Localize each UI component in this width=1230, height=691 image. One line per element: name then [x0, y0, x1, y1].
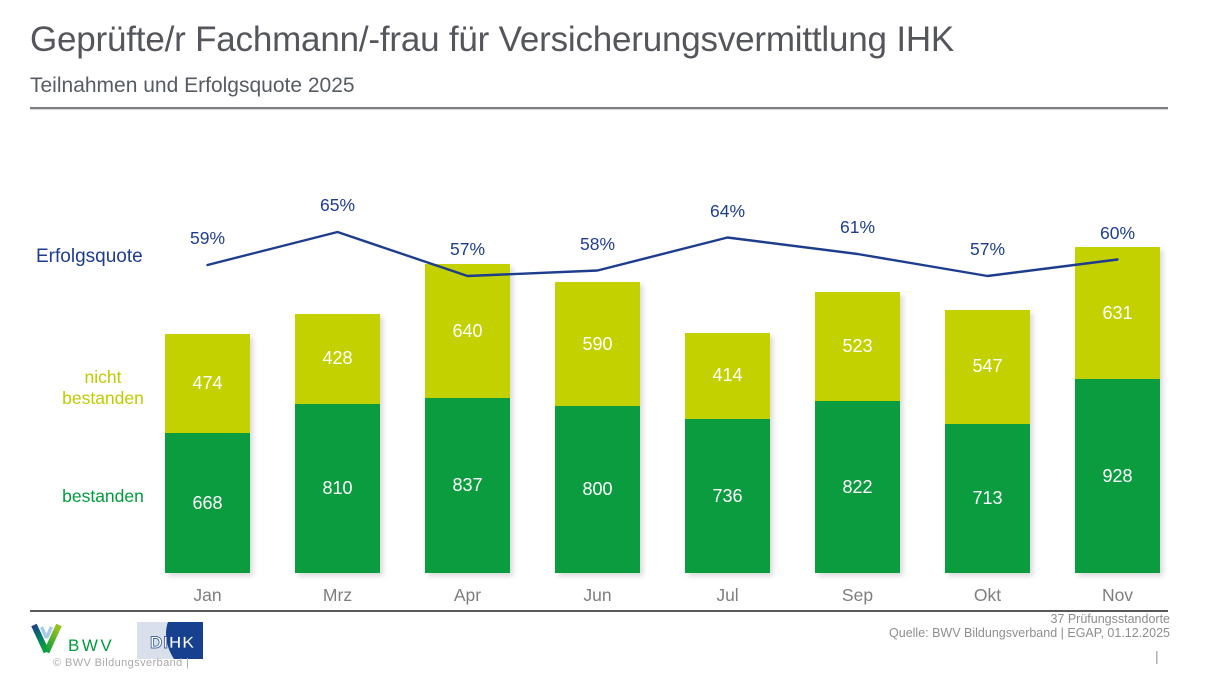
x-axis-label-Mrz: Mrz — [322, 585, 353, 605]
segment-nicht-bestanden: 631 — [1075, 247, 1160, 380]
dihk-logo-text: DIHK — [150, 633, 196, 652]
value-label: 810 — [322, 477, 353, 498]
x-axis-label-Nov: Nov — [1101, 585, 1134, 605]
bar-Jan: 474 668 — [165, 334, 250, 573]
segment-bestanden: 668 — [165, 433, 250, 573]
page-title: Geprüfte/r Fachmann/-frau für Versicheru… — [30, 20, 955, 59]
segment-nicht-bestanden: 590 — [555, 282, 640, 406]
bwv-logo-text: BWV — [68, 636, 115, 655]
bar-Jun: 590 800 — [555, 282, 640, 573]
erfolgsquote-label-Mrz: 65% — [319, 195, 356, 215]
legend-nicht-bestanden: nicht bestanden — [50, 367, 156, 409]
page-separator: | — [1155, 648, 1159, 664]
erfolgsquote-label-Nov: 60% — [1099, 222, 1136, 243]
x-axis-label-Apr: Apr — [453, 585, 482, 605]
value-label: 414 — [712, 365, 743, 386]
x-axis-label-Jan: Jan — [193, 585, 222, 605]
legend-erfolgsquote: Erfolgsquote — [36, 246, 143, 267]
value-label: 547 — [972, 356, 1003, 377]
erfolgsquote-label-Jul: 64% — [709, 200, 746, 221]
legend-nicht-bestanden-line2: bestanden — [62, 388, 144, 408]
legend-bestanden: bestanden — [62, 486, 144, 506]
bar-Sep: 523 822 — [815, 291, 900, 573]
value-label: 523 — [842, 336, 873, 357]
value-label: 800 — [582, 478, 613, 499]
x-axis-label-Sep: Sep — [841, 585, 874, 605]
value-label: 928 — [1102, 465, 1133, 486]
segment-nicht-bestanden: 428 — [295, 314, 380, 404]
legend-nicht-bestanden-line1: nicht — [84, 367, 122, 387]
x-axis-label-Jul: Jul — [716, 585, 739, 605]
source-note: Quelle: BWV Bildungsverband | EGAP, 01.1… — [889, 626, 1170, 640]
dihk-logo-icon: DIHK — [137, 622, 203, 659]
erfolgsquote-label-Jun: 58% — [579, 233, 616, 254]
value-label: 736 — [712, 485, 743, 506]
value-label: 822 — [842, 476, 873, 497]
segment-bestanden: 928 — [1075, 379, 1160, 573]
bar-Jul: 414 736 — [685, 332, 770, 573]
value-label: 837 — [452, 475, 483, 495]
copyright-text: © BWV Bildungsverband | — [53, 657, 190, 669]
x-axis-label-Jun: Jun — [583, 585, 612, 605]
value-label: 590 — [582, 333, 613, 354]
segment-nicht-bestanden: 547 — [945, 309, 1030, 424]
value-label: 713 — [972, 487, 1003, 508]
segment-nicht-bestanden: 414 — [685, 332, 770, 420]
segment-bestanden: 800 — [555, 405, 640, 573]
value-label: 474 — [192, 373, 223, 394]
bar-Nov: 631 928 — [1075, 247, 1160, 573]
segment-nicht-bestanden: 523 — [815, 291, 900, 402]
bar-Okt: 547 713 — [945, 309, 1030, 573]
bar-Apr: 640 837 — [425, 264, 510, 573]
segment-bestanden: 713 — [945, 423, 1030, 573]
bar-Mrz: 428 810 — [295, 314, 380, 573]
x-axis-label-Okt: Okt — [973, 585, 1002, 605]
segment-nicht-bestanden: 640 — [425, 264, 510, 399]
segment-bestanden: 837 — [425, 398, 510, 573]
page-subtitle: Teilnahmen und Erfolgsquote 2025 — [30, 74, 355, 97]
value-label: 631 — [1102, 302, 1133, 323]
segment-bestanden: 736 — [685, 419, 770, 573]
value-label: 640 — [452, 320, 483, 341]
chart-area: Erfolgsquote nicht bestanden bestanden 4… — [0, 130, 1230, 610]
value-label: 668 — [192, 492, 223, 513]
erfolgsquote-label-Jan: 59% — [189, 228, 226, 248]
erfolgsquote-label-Sep: 61% — [839, 217, 876, 237]
pruefungsstandorte-note: 37 Prüfungsstandorte — [1050, 612, 1170, 626]
header-divider — [30, 107, 1168, 109]
bwv-logo-icon — [31, 623, 62, 654]
value-label: 428 — [322, 348, 353, 369]
segment-nicht-bestanden: 474 — [165, 334, 250, 434]
segment-bestanden: 822 — [815, 401, 900, 573]
footer-divider — [30, 610, 1168, 612]
erfolgsquote-label-Apr: 57% — [449, 239, 486, 259]
segment-bestanden: 810 — [295, 403, 380, 573]
erfolgsquote-label-Okt: 57% — [969, 239, 1006, 259]
